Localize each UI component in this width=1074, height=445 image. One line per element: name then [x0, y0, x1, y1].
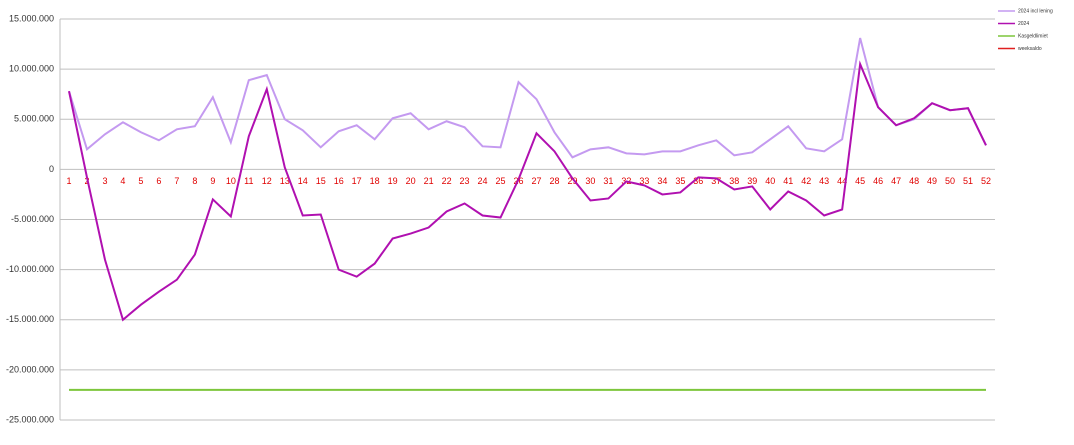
x-tick-label: 48 [909, 176, 919, 186]
x-tick-label: 12 [262, 176, 272, 186]
x-tick-label: 35 [675, 176, 685, 186]
x-tick-label: 10 [226, 176, 236, 186]
x-tick-label: 25 [496, 176, 506, 186]
x-tick-label: 21 [424, 176, 434, 186]
legend-label: 2024 incl lening [1018, 8, 1053, 14]
x-tick-label: 34 [657, 176, 667, 186]
x-tick-label: 20 [406, 176, 416, 186]
legend-label: weeksaldo [1018, 46, 1042, 52]
x-tick-label: 19 [388, 176, 398, 186]
y-tick-label: -20.000.000 [6, 364, 54, 374]
x-tick-label: 36 [693, 176, 703, 186]
x-tick-label: 6 [156, 176, 161, 186]
x-tick-label: 37 [711, 176, 721, 186]
x-tick-label: 50 [945, 176, 955, 186]
x-tick-label: 40 [765, 176, 775, 186]
legend-label: 2024 [1018, 21, 1029, 27]
x-tick-label: 15 [316, 176, 326, 186]
x-tick-label: 44 [837, 176, 847, 186]
x-tick-label: 8 [192, 176, 197, 186]
legend-label: Kasgeldlimiet [1018, 33, 1048, 39]
y-tick-label: -5.000.000 [11, 214, 54, 224]
y-tick-label: 10.000.000 [9, 64, 54, 74]
x-tick-label: 30 [585, 176, 595, 186]
x-tick-label: 13 [280, 176, 290, 186]
x-tick-label: 5 [138, 176, 143, 186]
x-tick-label: 29 [567, 176, 577, 186]
x-tick-label: 9 [210, 176, 215, 186]
x-tick-label: 27 [531, 176, 541, 186]
x-tick-label: 23 [460, 176, 470, 186]
x-tick-label: 31 [603, 176, 613, 186]
x-tick-label: 18 [370, 176, 380, 186]
y-tick-label: 0 [49, 164, 54, 174]
series-line [68, 60, 987, 322]
x-tick-label: 43 [819, 176, 829, 186]
x-tick-label: 24 [478, 176, 488, 186]
x-tick-label: 4 [120, 176, 125, 186]
x-tick-label: 49 [927, 176, 937, 186]
x-tick-label: 22 [442, 176, 452, 186]
y-tick-label: -25.000.000 [6, 414, 54, 424]
y-tick-label: 15.000.000 [9, 13, 54, 23]
x-tick-label: 1 [66, 176, 71, 186]
x-tick-label: 47 [891, 176, 901, 186]
x-tick-label: 39 [747, 176, 757, 186]
y-tick-label: -10.000.000 [6, 264, 54, 274]
x-tick-label: 17 [352, 176, 362, 186]
x-tick-label: 16 [334, 176, 344, 186]
x-tick-label: 7 [174, 176, 179, 186]
series-line [68, 37, 987, 159]
x-tick-label: 14 [298, 176, 308, 186]
y-tick-label: 5.000.000 [14, 114, 54, 124]
x-tick-label: 38 [729, 176, 739, 186]
y-tick-label: -15.000.000 [6, 314, 54, 324]
x-tick-label: 45 [855, 176, 865, 186]
x-tick-label: 46 [873, 176, 883, 186]
x-tick-label: 28 [549, 176, 559, 186]
x-tick-label: 3 [102, 176, 107, 186]
x-tick-label: 33 [639, 176, 649, 186]
x-tick-label: 52 [981, 176, 991, 186]
x-tick-label: 11 [244, 176, 253, 186]
x-tick-label: 51 [963, 176, 973, 186]
x-tick-label: 42 [801, 176, 811, 186]
x-tick-label: 41 [783, 176, 793, 186]
